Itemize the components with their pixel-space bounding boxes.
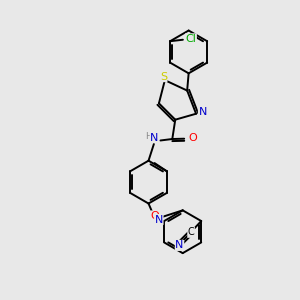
- Text: O: O: [151, 211, 159, 221]
- Text: C: C: [188, 227, 194, 237]
- Text: H: H: [145, 131, 152, 140]
- Text: N: N: [175, 240, 184, 250]
- Text: N: N: [150, 133, 159, 142]
- Text: N: N: [154, 214, 163, 224]
- Text: O: O: [188, 133, 197, 143]
- Text: S: S: [160, 72, 167, 82]
- Text: N: N: [198, 107, 207, 117]
- Text: Cl: Cl: [185, 34, 196, 44]
